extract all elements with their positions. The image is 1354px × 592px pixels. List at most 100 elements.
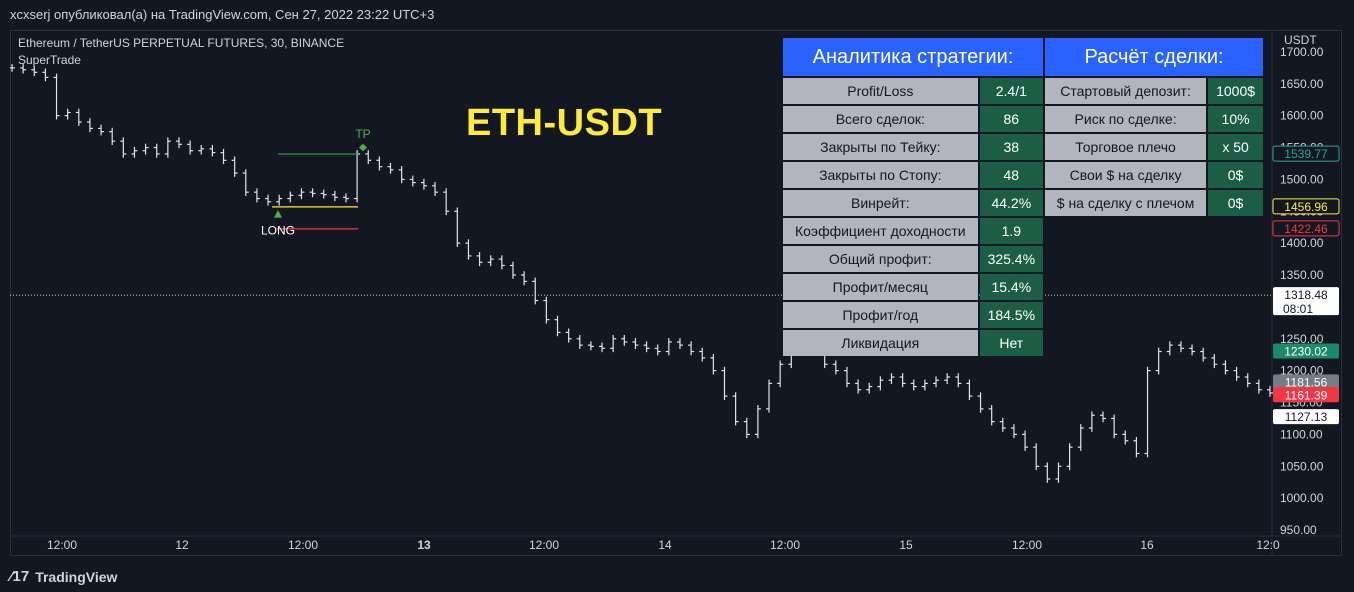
y-tick-label: 1050.00 [1280,459,1324,473]
trade-label: Риск по сделке: [1045,106,1207,132]
tp-signal-icon [359,143,367,152]
strategy-value: 1.9 [979,218,1043,244]
trade-row: Стартовый депозит: 1000$ [1045,78,1263,104]
price-axis-label-text: 1230.02 [1284,345,1328,359]
strategy-label: Коэффициент доходности [783,218,978,244]
strategy-row: Ликвидация Нет [783,330,1043,356]
price-axis-label-text: 1422.46 [1284,222,1328,236]
price-axis-label [1272,220,1340,237]
trade-value: 0$ [1208,190,1263,216]
strategy-label: Закрыты по Тейку: [783,134,978,160]
strategy-label: Профит/месяц [783,274,978,300]
strategy-value: 184.5% [979,302,1043,328]
trade-row: Риск по сделке: 10% [1045,106,1263,132]
symbol-title: Ethereum / TetherUS PERPETUAL FUTURES, 3… [18,36,345,50]
x-tick-label: 12 [175,538,189,552]
y-tick-label: 1400.00 [1280,236,1324,250]
y-tick-label: 1200.00 [1280,364,1324,378]
x-tick-label: 12:00 [1012,538,1042,552]
strategy-row: Винрейт: 44.2% [783,190,1043,216]
strategy-value: 15.4% [979,274,1043,300]
price-axis-label [1273,374,1339,390]
publish-header: xcxserj опубликовал(а) на TradingView.co… [10,7,435,22]
strategy-label: Ликвидация [783,330,978,356]
strategy-value: 48 [979,162,1043,188]
strategy-label: Винрейт: [783,190,978,216]
price-axis-label-text: 1127.13 [1285,410,1328,424]
strategy-table-title: Аналитика стратегии: [783,38,1043,76]
trade-value: 1000$ [1208,78,1263,104]
price-axis-label-text: 1161.39 [1285,388,1328,402]
trade-row: Торговое плечо x 50 [1045,134,1263,160]
strategy-row: Общий профит: 325.4% [783,246,1043,272]
x-tick-label: 12:0 [1256,538,1280,552]
footer: ⁄17 TradingView [10,568,117,585]
strategy-row: Profit/Loss 2.4/1 [783,78,1043,104]
y-tick-label: 1100.00 [1280,427,1323,441]
trade-label: Свои $ на сделку [1045,162,1207,188]
trade-label: $ на сделку с плечом [1045,190,1207,216]
trade-row: $ на сделку с плечом 0$ [1045,190,1263,216]
trade-value: 0$ [1208,162,1263,188]
long-signal-label: LONG [261,223,295,237]
tradingview-logo-icon[interactable]: ⁄17 [10,568,30,585]
y-tick-label: 1650.00 [1280,77,1324,91]
price-axis-label [1273,409,1339,425]
y-tick-label: 1250.00 [1280,332,1324,346]
trade-row: Свои $ на сделку 0$ [1045,162,1263,188]
x-tick-label: 12:00 [288,538,318,552]
footer-brand[interactable]: TradingView [35,568,118,585]
trade-table-title: Расчёт сделки: [1045,38,1263,76]
price-axis-label [1272,198,1340,215]
price-axis-label-text: 1539.77 [1284,147,1328,161]
y-tick-label: 1700.00 [1280,45,1324,59]
strategy-value: Нет [979,330,1043,356]
strategy-analytics-table: Аналитика стратегии: Profit/Loss 2.4/1 Все… [781,36,1045,358]
strategy-value: 38 [979,134,1043,160]
y-tick-label: 950.00 [1280,523,1317,537]
price-axis-label [1273,387,1339,403]
y-axis-unit: USDT [1284,33,1317,47]
y-tick-label: 1600.00 [1280,109,1324,123]
x-tick-label: 14 [658,538,672,552]
price-chart[interactable]: USDT950.001000.001050.001100.001150.0012… [10,30,1342,556]
y-tick-label: 1350.00 [1280,268,1324,282]
trade-value: 10% [1208,106,1263,132]
overlay-title: ETH-USDT [466,102,663,144]
price-axis-label-text: 1318.48 [1284,288,1328,302]
price-axis-label-text: 1456.96 [1284,200,1328,214]
price-axis-label-time: 08:01 [1283,302,1313,316]
strategy-value: 2.4/1 [979,78,1043,104]
x-tick-label: 15 [899,538,913,552]
x-tick-label: 12:00 [47,538,77,552]
y-tick-label: 1000.00 [1280,491,1324,505]
strategy-row: Профит/месяц 15.4% [783,274,1043,300]
strategy-label: Закрыты по Стопу: [783,162,978,188]
price-axis-label [1273,287,1339,316]
strategy-value: 44.2% [979,190,1043,216]
trade-calc-table: Расчёт сделки: Стартовый депозит: 1000$ Ри… [1043,36,1265,218]
x-tick-label: 16 [1140,538,1154,552]
y-tick-label: 1500.00 [1280,172,1324,186]
x-tick-label: 12:00 [770,538,800,552]
strategy-row: Закрыты по Тейку: 38 [783,134,1043,160]
trade-label: Стартовый депозит: [1045,78,1207,104]
price-axis-label [1272,145,1340,162]
price-axis-label-text: 1181.56 [1285,375,1328,389]
tp-signal-label: TP [355,127,370,141]
strategy-label: Профит/год [783,302,978,328]
indicator-name[interactable]: SuperTrade [18,53,81,67]
strategy-label: Profit/Loss [783,78,978,104]
strategy-row: Профит/год 184.5% [783,302,1043,328]
strategy-label: Общий профит: [783,246,978,272]
trade-label: Торговое плечо [1045,134,1207,160]
strategy-row: Коэффициент доходности 1.9 [783,218,1043,244]
strategy-label: Всего сделок: [783,106,978,132]
x-tick-label: 12:00 [529,538,559,552]
strategy-row: Закрыты по Стопу: 48 [783,162,1043,188]
price-axis-label [1273,343,1339,359]
strategy-value: 325.4% [979,246,1043,272]
strategy-value: 86 [979,106,1043,132]
strategy-row: Всего сделок: 86 [783,106,1043,132]
x-tick-label: 13 [417,538,431,552]
